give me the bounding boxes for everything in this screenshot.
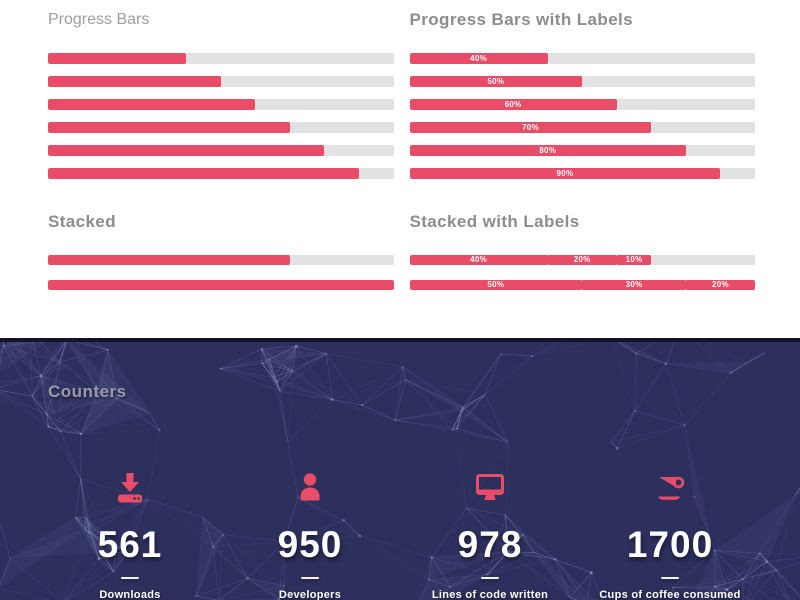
progress-segment: 20% bbox=[685, 280, 755, 290]
progress-bar bbox=[48, 122, 394, 133]
progress-segment-label: 40% bbox=[470, 53, 488, 63]
progress-segment-label: 10% bbox=[625, 255, 643, 264]
progress-segment-label: 30% bbox=[625, 280, 643, 289]
progress-bar-labeled: 60% bbox=[409, 99, 755, 110]
counter-label: Lines of code written bbox=[431, 589, 549, 600]
counter-item: 1700 Cups of coffee consumed bbox=[580, 470, 760, 600]
progress-segment-label: 20% bbox=[711, 280, 729, 289]
progress-segment-label: 70% bbox=[521, 122, 539, 132]
counter-value: 1700 bbox=[626, 524, 714, 565]
counter-divider bbox=[121, 577, 139, 579]
progress-segment bbox=[48, 255, 290, 265]
stacked-bar-list bbox=[48, 255, 394, 290]
progress-bar bbox=[48, 76, 394, 87]
stacked-bar-labeled: 50% 30% 20% bbox=[409, 280, 755, 290]
counter-value: 561 bbox=[97, 524, 163, 565]
user-icon bbox=[291, 470, 329, 506]
panel-title-stacked: Stacked bbox=[48, 212, 117, 231]
counters-section: Counters 561 Downloads 950 Developers 978 Lin… bbox=[0, 338, 800, 600]
panel-progress-bars-labeled: Progress Bars with Labels 40% 50% 60% 70% 80… bbox=[409, 10, 755, 191]
progress-bar-labeled: 70% bbox=[409, 122, 755, 133]
progress-bar-list bbox=[48, 53, 394, 179]
progress-bar bbox=[48, 99, 394, 110]
progress-segment: 60% bbox=[409, 99, 617, 110]
progress-segment bbox=[48, 145, 325, 156]
progress-bar bbox=[48, 168, 394, 179]
counter-label: Downloads bbox=[99, 589, 161, 600]
progress-segment: 30% bbox=[582, 280, 686, 290]
progress-segment: 40% bbox=[409, 255, 548, 265]
progress-segment bbox=[48, 53, 187, 64]
progress-segment-label: 20% bbox=[573, 255, 591, 264]
stacked-bar bbox=[48, 255, 394, 265]
panel-title-progress-bars: Progress Bars bbox=[48, 11, 150, 28]
progress-demo-area: Progress Bars Progress Bars with Labels … bbox=[48, 10, 755, 305]
stacked-bar-labeled-list: 40% 20% 10% 50% 30% 20% bbox=[409, 255, 755, 290]
panel-stacked-labeled: Stacked with Labels 40% 20% 10% 50% 30% 20% bbox=[409, 212, 755, 305]
download-icon bbox=[111, 470, 149, 506]
progress-bar bbox=[48, 145, 394, 156]
stacked-bar-labeled: 40% 20% 10% bbox=[409, 255, 755, 265]
progress-segment: 50% bbox=[409, 280, 583, 290]
counter-item: 561 Downloads bbox=[40, 470, 220, 600]
plexus-background bbox=[0, 342, 800, 600]
panel-stacked: Stacked bbox=[48, 212, 394, 305]
counter-label: Cups of coffee consumed bbox=[599, 589, 741, 600]
progress-segment-label: 50% bbox=[487, 76, 505, 86]
progress-segment: 70% bbox=[409, 122, 652, 133]
progress-segment-label: 80% bbox=[539, 145, 557, 155]
progress-segment: 80% bbox=[409, 145, 686, 156]
counter-label: Developers bbox=[278, 589, 342, 600]
progress-segment: 10% bbox=[616, 255, 652, 265]
stacked-bar bbox=[48, 280, 394, 290]
progress-segment bbox=[48, 280, 394, 290]
counters-title: Counters bbox=[48, 382, 127, 401]
counter-item: 950 Developers bbox=[220, 470, 400, 600]
progress-segment-label: 90% bbox=[556, 168, 574, 178]
counter-item: 978 Lines of code written bbox=[400, 470, 580, 600]
progress-segment: 90% bbox=[409, 168, 721, 179]
progress-segment-label: 40% bbox=[470, 255, 488, 264]
progress-segment: 20% bbox=[547, 255, 617, 265]
progress-bar-labeled: 80% bbox=[409, 145, 755, 156]
progress-segment bbox=[48, 99, 256, 110]
progress-segment-label: 50% bbox=[487, 280, 505, 289]
progress-segment bbox=[48, 168, 359, 179]
progress-bar-labeled: 50% bbox=[409, 76, 755, 87]
progress-segment: 50% bbox=[409, 76, 583, 87]
panel-title-stacked-labeled: Stacked with Labels bbox=[409, 212, 580, 231]
panel-title-progress-bars-labeled: Progress Bars with Labels bbox=[409, 10, 634, 29]
progress-bar-labeled: 40% bbox=[409, 53, 755, 64]
progress-segment bbox=[48, 122, 290, 133]
counter-value: 950 bbox=[277, 524, 343, 565]
counter-value: 978 bbox=[457, 524, 523, 565]
progress-bar-labeled-list: 40% 50% 60% 70% 80% 90% bbox=[409, 53, 755, 179]
counters-row: 561 Downloads 950 Developers 978 Lines of cod… bbox=[40, 470, 760, 600]
progress-segment-label: 60% bbox=[504, 99, 522, 109]
counter-divider bbox=[301, 577, 319, 579]
counter-divider bbox=[661, 577, 679, 579]
counter-divider bbox=[481, 577, 499, 579]
monitor-icon bbox=[471, 470, 509, 506]
progress-segment bbox=[48, 76, 221, 87]
progress-segment: 40% bbox=[409, 53, 548, 64]
coffee-icon bbox=[651, 470, 689, 506]
progress-bar-labeled: 90% bbox=[409, 168, 755, 179]
panel-progress-bars: Progress Bars bbox=[48, 10, 394, 191]
progress-bar bbox=[48, 53, 394, 64]
